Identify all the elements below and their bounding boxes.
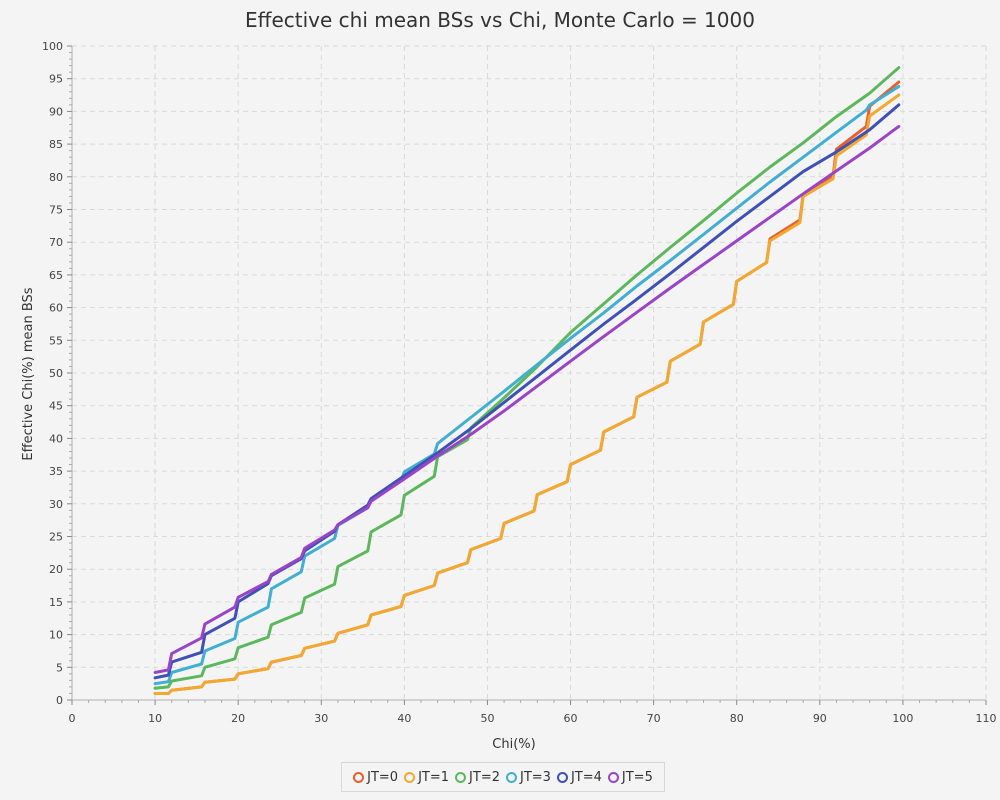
x-tick-label: 90 [813, 712, 827, 725]
y-tick-label: 95 [49, 73, 63, 86]
y-tick-label: 10 [49, 629, 63, 642]
x-tick-label: 20 [231, 712, 245, 725]
y-tick-label: 60 [49, 302, 63, 315]
series-line-jt2 [153, 66, 901, 690]
y-tick-label: 85 [49, 138, 63, 151]
legend-item-jt1: JT=1 [404, 770, 449, 785]
y-tick-label: 40 [49, 432, 63, 445]
x-tick-label: 30 [314, 712, 328, 725]
series-lines [153, 66, 901, 695]
legend-circle-icon [455, 771, 467, 783]
y-tick-label: 90 [49, 105, 63, 118]
y-tick-label: 45 [49, 400, 63, 413]
legend-item-jt3: JT=3 [506, 770, 551, 785]
x-tick-label: 100 [892, 712, 913, 725]
legend-label: JT=5 [621, 769, 653, 785]
legend-label: JT=3 [520, 769, 551, 785]
y-axis-title: Effective Chi(%) mean BSs [21, 287, 36, 460]
x-tick-label: 70 [647, 712, 661, 725]
legend-item-jt5: JT=5 [607, 769, 653, 785]
grid-lines [72, 45, 987, 700]
series-line-jt4 [153, 103, 901, 680]
legend-circle-icon [506, 771, 517, 783]
x-tick-label: 50 [480, 712, 494, 725]
legend-circle-icon [607, 771, 619, 783]
legend-label: JT=4 [570, 769, 602, 785]
legend-item-jt2: JT=2 [455, 770, 500, 785]
legend-label: JT=1 [418, 769, 450, 785]
legend-circle-icon [353, 771, 365, 783]
legend-circle-icon [556, 771, 568, 783]
x-tick-label: 60 [564, 712, 578, 725]
y-tick-label: 20 [49, 563, 63, 576]
x-tick-label: 10 [148, 712, 162, 725]
legend-item-jt0: JT=0 [353, 770, 398, 785]
axes: 0 10 20 30 40 50 60 70 80 90 100 110 0 5 10 15 20 25 30 35 4… [42, 40, 997, 725]
y-tick-label: 50 [49, 367, 63, 380]
y-tick-label: 55 [49, 334, 63, 347]
y-tick-label: 65 [49, 269, 63, 282]
legend-label: JT=2 [469, 769, 500, 785]
y-tick-label: 75 [49, 204, 63, 217]
y-tick-label: 0 [56, 694, 63, 707]
series-line-jt5 [153, 124, 901, 674]
x-axis-title: Chi(%) [492, 737, 535, 752]
y-tick-label: 100 [42, 40, 63, 53]
series-line-jt3 [153, 85, 901, 686]
chart-title: Effective chi mean BSs vs Chi, Monte Car… [245, 8, 755, 32]
y-tick-label: 25 [49, 531, 63, 544]
series-line-jt1 [153, 93, 901, 695]
y-tick-label: 15 [49, 596, 63, 609]
y-tick-label: 80 [49, 171, 63, 184]
chart-plot: 0 10 20 30 40 50 60 70 80 90 100 110 0 5 10 15 20 25 30 35 4… [21, 40, 997, 752]
x-tick-label: 0 [69, 712, 76, 725]
x-tick-label: 110 [976, 712, 997, 725]
y-tick-label: 35 [49, 465, 63, 478]
y-tick-label: 30 [49, 498, 63, 511]
legend-label: JT=0 [367, 769, 399, 785]
x-tick-label: 80 [730, 712, 744, 725]
x-tick-label: 40 [397, 712, 411, 725]
y-tick-label: 70 [49, 236, 63, 249]
legend-circle-icon [404, 771, 416, 783]
legend-item-jt4: JT=4 [556, 769, 602, 785]
legend: JT=0 JT=1 JT=2 JT=3 JT=4 JT=5 [341, 762, 665, 792]
y-tick-label: 5 [56, 661, 63, 674]
